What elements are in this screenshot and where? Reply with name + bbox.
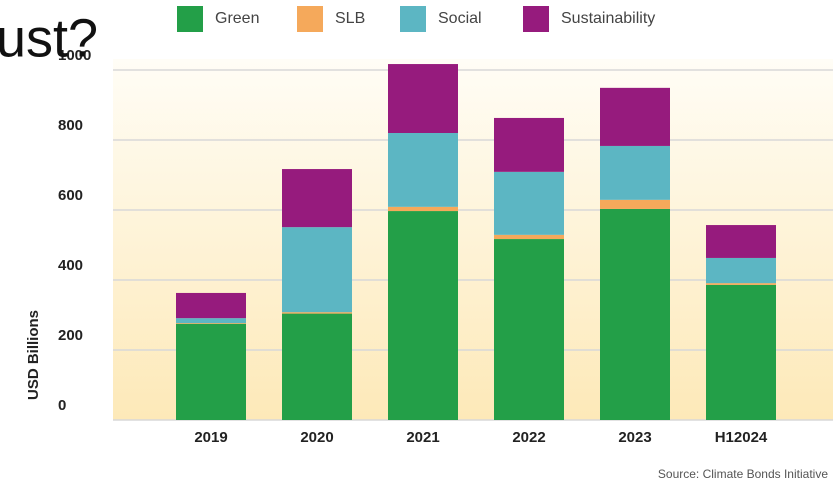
bar-segment bbox=[176, 292, 246, 319]
bar-segment bbox=[494, 234, 564, 240]
bar-segment bbox=[494, 239, 564, 420]
bar-segment bbox=[706, 257, 776, 284]
bar-segment bbox=[706, 283, 776, 285]
bar-segment bbox=[282, 313, 352, 420]
y-tick-label: 600 bbox=[58, 187, 83, 204]
bar-segment bbox=[600, 145, 670, 200]
bar-segment bbox=[494, 171, 564, 235]
legend-swatch bbox=[297, 6, 323, 32]
bar-segment bbox=[600, 208, 670, 420]
bar-segment bbox=[388, 211, 458, 420]
bar-segment bbox=[600, 87, 670, 146]
bar-segment bbox=[388, 64, 458, 133]
bar-segment bbox=[176, 323, 246, 420]
legend-swatch bbox=[523, 6, 549, 32]
slide-title-fragment: ust? bbox=[0, 8, 98, 68]
x-tick-label: 2020 bbox=[300, 429, 333, 446]
y-tick-label: 1000 bbox=[58, 47, 91, 64]
y-axis-label: USD Billions bbox=[25, 310, 42, 400]
source: Source: Climate Bonds Initiative bbox=[658, 467, 828, 481]
y-tick-label: 0 bbox=[58, 397, 66, 414]
legend-label: SLB bbox=[335, 10, 365, 27]
bar-segment bbox=[282, 312, 352, 314]
y-tick-label: 200 bbox=[58, 327, 83, 344]
legend-label: Sustainability bbox=[561, 10, 655, 27]
bar-segment bbox=[706, 284, 776, 420]
x-tick-label: H12024 bbox=[715, 429, 768, 446]
bar-segment bbox=[176, 323, 246, 324]
y-tick-label: 400 bbox=[58, 257, 83, 274]
legend-label: Green bbox=[215, 10, 259, 27]
x-tick-label: 2021 bbox=[406, 429, 439, 446]
x-tick-label: 2023 bbox=[618, 429, 651, 446]
bar-segment bbox=[282, 169, 352, 228]
bar-segment bbox=[600, 199, 670, 209]
legend-label: Social bbox=[438, 10, 482, 27]
y-tick-label: 800 bbox=[58, 117, 83, 134]
bar-segment bbox=[388, 133, 458, 207]
bar-segment bbox=[706, 225, 776, 258]
legend-swatch bbox=[177, 6, 203, 32]
x-tick-label: 2019 bbox=[194, 429, 227, 446]
bar-segment bbox=[176, 318, 246, 324]
bar-segment bbox=[282, 227, 352, 313]
bar-segment bbox=[494, 117, 564, 172]
x-tick-label: 2022 bbox=[512, 429, 545, 446]
bar-segment bbox=[388, 206, 458, 212]
legend-swatch bbox=[400, 6, 426, 32]
